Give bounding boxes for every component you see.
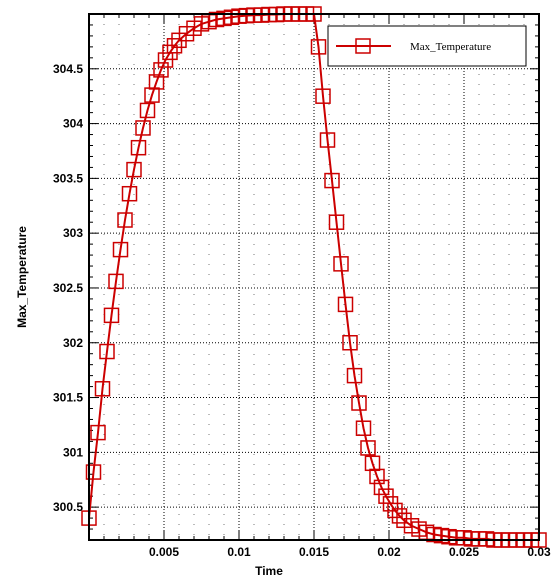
data-point bbox=[139, 102, 156, 119]
data-point bbox=[333, 256, 349, 272]
x-tick-label: 0.03 bbox=[527, 545, 551, 559]
x-tick-label: 0.01 bbox=[227, 545, 251, 559]
data-point bbox=[310, 39, 327, 55]
y-tick-label: 303.5 bbox=[53, 171, 83, 185]
data-point bbox=[315, 88, 331, 104]
data-point bbox=[117, 212, 133, 228]
data-point bbox=[166, 38, 183, 54]
grid-layer bbox=[89, 14, 540, 540]
data-point bbox=[99, 343, 115, 360]
y-tick-label: 302.5 bbox=[53, 281, 83, 295]
data-point bbox=[319, 132, 336, 148]
data-point bbox=[373, 479, 390, 496]
data-point bbox=[148, 74, 165, 90]
data-point bbox=[121, 185, 138, 202]
data-point bbox=[126, 161, 142, 178]
y-tick-label: 301.5 bbox=[53, 391, 83, 405]
data-point bbox=[85, 464, 102, 480]
data-point bbox=[144, 87, 160, 103]
data-point bbox=[391, 508, 408, 524]
data-point bbox=[135, 120, 151, 136]
data-point bbox=[346, 367, 363, 384]
x-tick-labels: 0.005 0.01 0.015 0.02 0.025 0.03 bbox=[149, 545, 551, 559]
data-point bbox=[90, 424, 106, 441]
plot-frame bbox=[88, 13, 540, 541]
y-tick-label: 301 bbox=[63, 445, 83, 459]
y-tick-label: 304.5 bbox=[53, 62, 83, 76]
data-point bbox=[364, 455, 381, 472]
data-point bbox=[103, 307, 120, 324]
y-axis-title: Max_Temperature bbox=[15, 226, 29, 328]
data-point bbox=[351, 395, 367, 411]
data-point bbox=[324, 172, 340, 189]
legend-label: Max_Temperature bbox=[410, 41, 491, 53]
y-tick-label: 302 bbox=[63, 336, 83, 350]
data-point bbox=[153, 62, 169, 78]
y-tick-label: 304 bbox=[63, 117, 83, 131]
data-point bbox=[130, 139, 147, 156]
x-tick-label: 0.025 bbox=[449, 545, 479, 559]
x-tick-label: 0.005 bbox=[149, 545, 179, 559]
data-point bbox=[369, 468, 385, 485]
y-tick-label: 303 bbox=[63, 226, 83, 240]
data-point bbox=[355, 420, 372, 436]
y-tick-labels: 300.5 301 301.5 302 302.5 303 303.5 304 304.5 bbox=[53, 62, 83, 514]
data-point bbox=[342, 335, 358, 351]
x-tick-label: 0.015 bbox=[299, 545, 329, 559]
y-tick-label: 300.5 bbox=[53, 500, 83, 514]
data-point bbox=[328, 214, 345, 230]
legend: Max_Temperature bbox=[327, 25, 527, 67]
data-point bbox=[108, 273, 124, 290]
data-point bbox=[112, 241, 129, 258]
x-axis-title: Time bbox=[255, 564, 283, 578]
legend-marker bbox=[355, 38, 371, 54]
data-point bbox=[337, 296, 354, 313]
data-point bbox=[94, 381, 111, 397]
x-tick-label: 0.02 bbox=[377, 545, 401, 559]
data-point bbox=[360, 440, 376, 456]
data-point bbox=[387, 502, 403, 519]
